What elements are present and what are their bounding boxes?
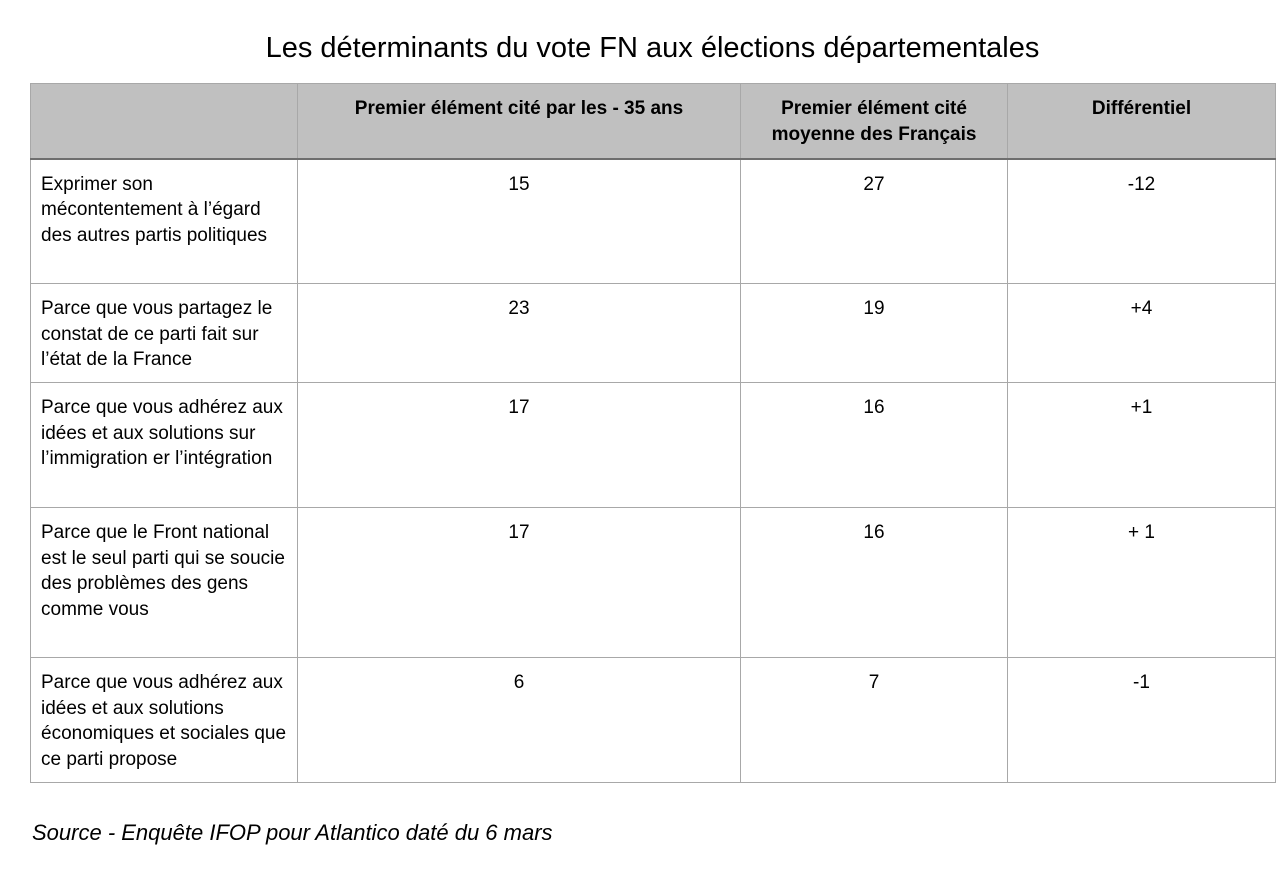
cell-average: 19 — [740, 283, 1008, 383]
table-row: Parce que vous adhérez aux idées et aux … — [30, 657, 1276, 783]
table-row: Exprimer son mécontentement à l’égard de… — [30, 158, 1276, 284]
cell-differential: +1 — [1007, 382, 1276, 508]
cell-under-35: 17 — [297, 382, 741, 508]
row-label: Parce que vous adhérez aux idées et aux … — [30, 657, 298, 783]
header-cell-empty — [30, 83, 298, 160]
row-label: Parce que vous partagez le constat de ce… — [30, 283, 298, 383]
cell-differential: -12 — [1007, 158, 1276, 284]
table-header-row: Premier élément cité par les - 35 ans Pr… — [30, 83, 1276, 160]
cell-average: 16 — [740, 507, 1008, 658]
cell-differential: +4 — [1007, 283, 1276, 383]
row-label: Parce que vous adhérez aux idées et aux … — [30, 382, 298, 508]
cell-under-35: 17 — [297, 507, 741, 658]
cell-under-35: 6 — [297, 657, 741, 783]
table-row: Parce que vous partagez le constat de ce… — [30, 283, 1276, 383]
cell-differential: + 1 — [1007, 507, 1276, 658]
row-label: Exprimer son mécontentement à l’égard de… — [30, 158, 298, 284]
chart-title: Les déterminants du vote FN aux élection… — [265, 32, 1040, 64]
header-cell-average: Premier élément cité moyenne des Françai… — [740, 83, 1008, 160]
cell-under-35: 23 — [297, 283, 741, 383]
header-cell-under-35: Premier élément cité par les - 35 ans — [297, 83, 741, 160]
table-row: Parce que le Front national est le seul … — [30, 507, 1276, 658]
source-note: Source - Enquête IFOP pour Atlantico dat… — [32, 820, 553, 845]
cell-average: 27 — [740, 158, 1008, 284]
header-cell-differential: Différentiel — [1007, 83, 1276, 160]
row-label: Parce que le Front national est le seul … — [30, 507, 298, 658]
table-row: Parce que vous adhérez aux idées et aux … — [30, 382, 1276, 508]
data-table: Premier élément cité par les - 35 ans Pr… — [30, 83, 1276, 783]
cell-average: 16 — [740, 382, 1008, 508]
cell-differential: -1 — [1007, 657, 1276, 783]
cell-under-35: 15 — [297, 158, 741, 284]
cell-average: 7 — [740, 657, 1008, 783]
